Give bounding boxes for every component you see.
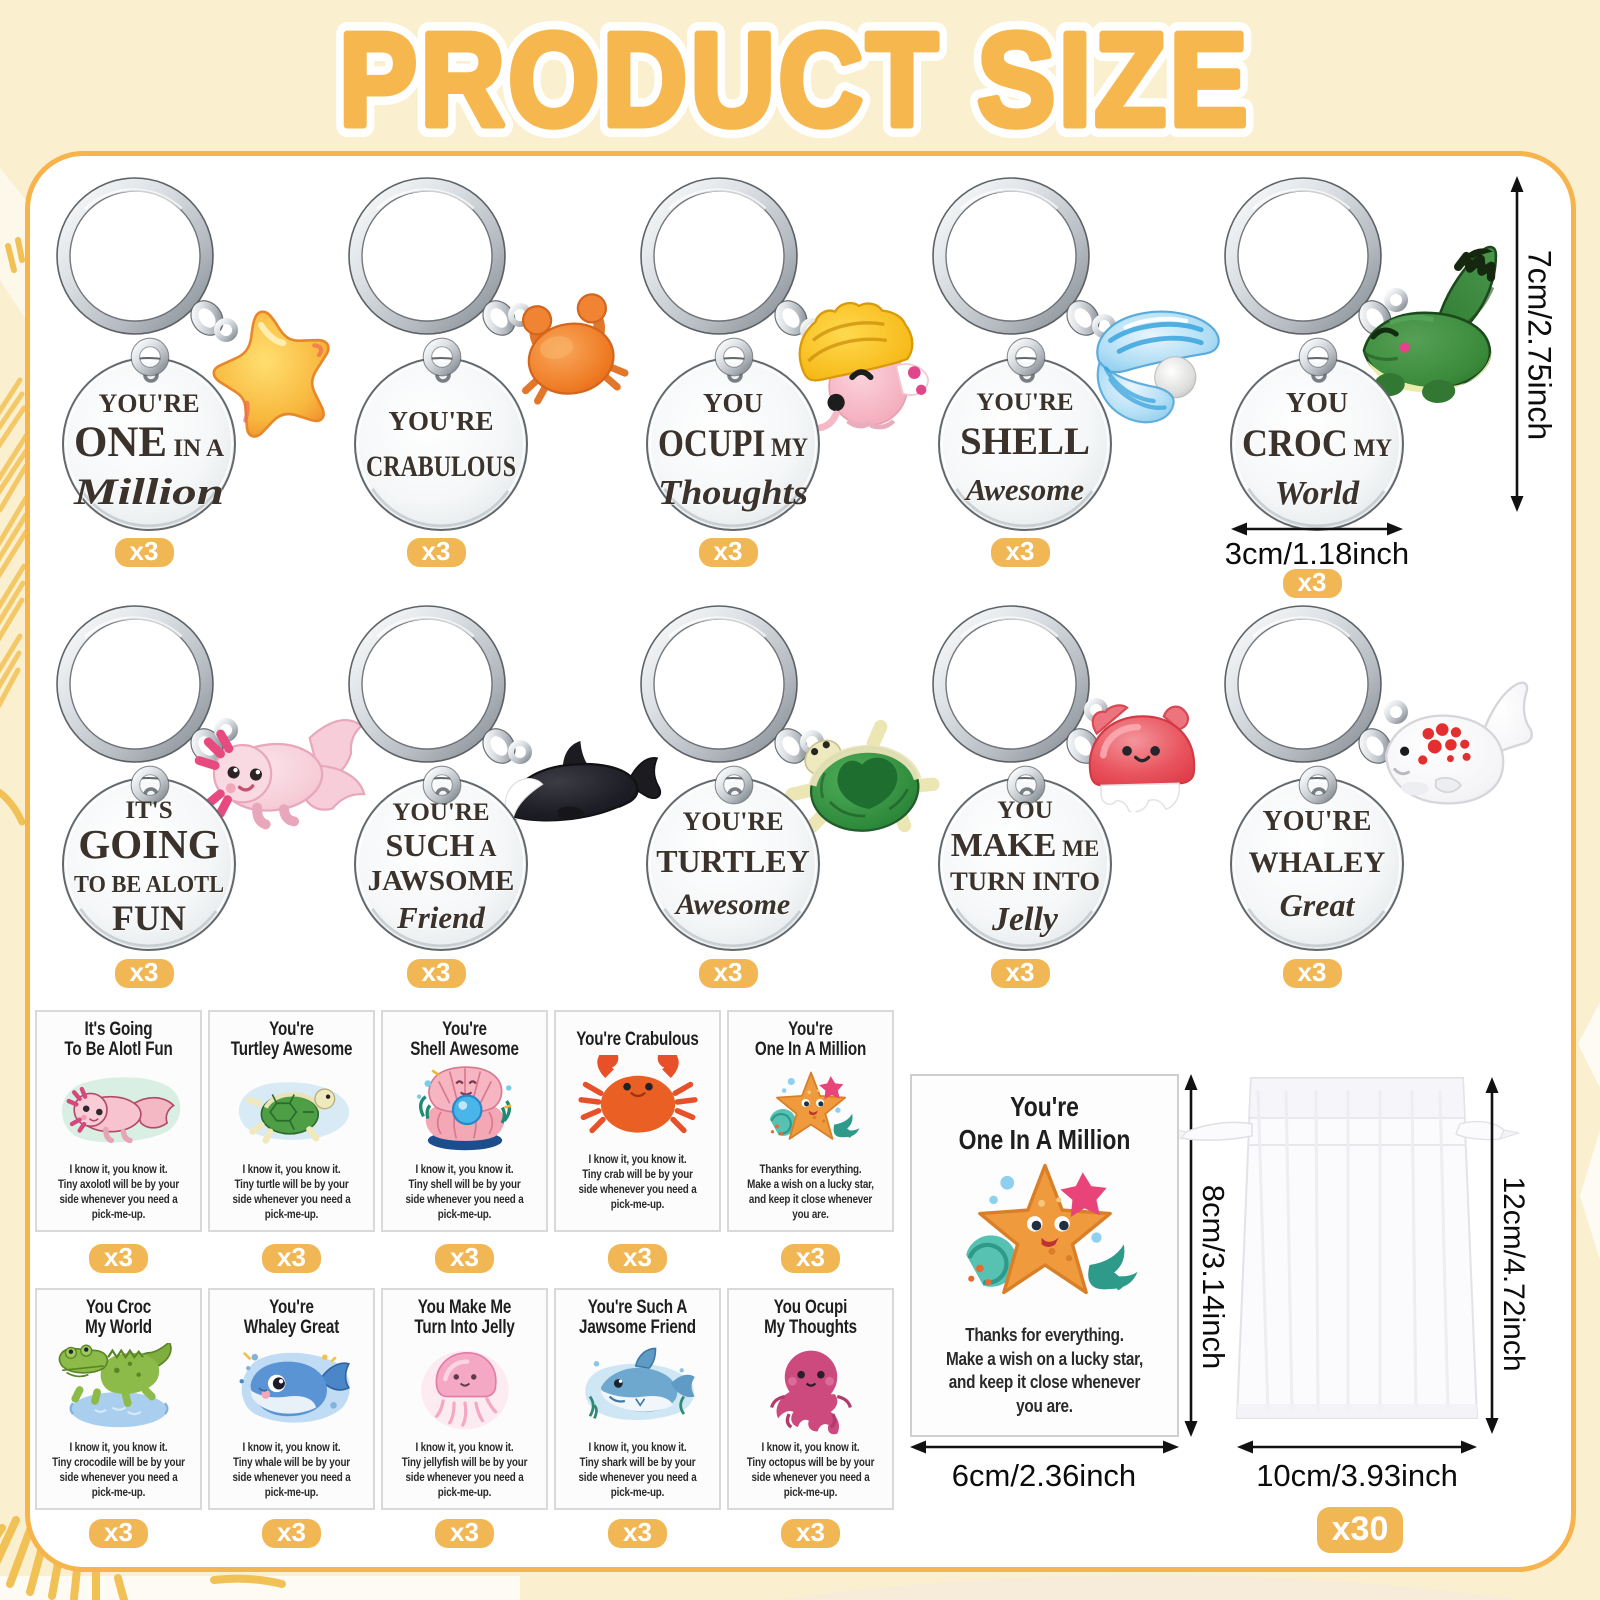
svg-text:Jelly: Jelly (991, 901, 1059, 938)
svg-text:Awesome: Awesome (674, 888, 790, 921)
svg-text:SUCH A: SUCH A (386, 827, 498, 863)
svg-text:YOU: YOU (998, 798, 1054, 825)
svg-text:GOING: GOING (78, 821, 219, 867)
svg-text:Friend: Friend (396, 900, 485, 935)
svg-text:Awesome: Awesome (675, 889, 791, 922)
svg-text:YOU'RE: YOU'RE (977, 390, 1074, 417)
svg-text:YOU'RE: YOU'RE (683, 808, 784, 837)
svg-text:Thoughts: Thoughts (658, 473, 808, 512)
svg-text:TURTLEY: TURTLEY (656, 843, 810, 879)
svg-text:IT'S: IT'S (125, 797, 172, 824)
svg-text:FUN: FUN (112, 898, 186, 938)
svg-text:TURN INTO: TURN INTO (951, 868, 1101, 897)
svg-text:WHALEY: WHALEY (1249, 846, 1386, 879)
svg-text:CROC MY: CROC MY (1243, 423, 1393, 466)
svg-text:Jelly: Jelly (992, 902, 1060, 939)
svg-text:YOU'RE: YOU'RE (1263, 806, 1372, 837)
svg-text:Awesome: Awesome (965, 473, 1085, 508)
svg-text:CRABULOUS: CRABULOUS (367, 451, 517, 484)
svg-text:YOU'RE: YOU'RE (389, 407, 494, 437)
svg-text:Great: Great (1280, 887, 1356, 923)
svg-text:YOU'RE: YOU'RE (392, 799, 489, 826)
svg-text:GOING: GOING (79, 822, 220, 868)
svg-text:YOU'RE: YOU'RE (393, 800, 490, 827)
svg-text:Million: Million (74, 473, 225, 514)
svg-text:PRODUCT SIZE: PRODUCT SIZE (339, 6, 1251, 153)
svg-text:YOU'RE: YOU'RE (388, 406, 493, 436)
svg-text:YOU'RE: YOU'RE (98, 389, 199, 418)
svg-text:YOU: YOU (997, 797, 1053, 824)
svg-text:YOU: YOU (704, 389, 764, 419)
svg-text:World: World (1275, 475, 1360, 512)
svg-text:ONE IN A: ONE IN A (74, 419, 224, 466)
svg-text:MAKE ME: MAKE ME (951, 827, 1100, 864)
svg-text:OCUPI MY: OCUPI MY (658, 422, 808, 465)
svg-text:YOU'RE: YOU'RE (99, 390, 200, 419)
svg-text:SHELL: SHELL (960, 420, 1090, 463)
svg-text:YOU'RE: YOU'RE (976, 389, 1073, 416)
svg-text:Million: Million (73, 472, 224, 513)
svg-text:World: World (1276, 476, 1361, 513)
svg-text:YOU: YOU (1286, 388, 1348, 419)
svg-text:MAKE ME: MAKE ME (952, 828, 1101, 865)
svg-text:JAWSOME: JAWSOME (368, 865, 515, 897)
svg-text:PRODUCT SIZE: PRODUCT SIZE (339, 6, 1251, 153)
svg-text:Thoughts: Thoughts (659, 474, 809, 513)
svg-text:SHELL: SHELL (961, 421, 1091, 464)
svg-text:SUCH A: SUCH A (387, 828, 499, 864)
svg-text:ONE IN A: ONE IN A (75, 420, 225, 467)
svg-text:YOU'RE: YOU'RE (1264, 807, 1373, 838)
svg-text:YOU: YOU (1287, 389, 1349, 420)
svg-text:WHALEY: WHALEY (1250, 847, 1387, 880)
svg-text:TO BE ALOTL: TO BE ALOTL (75, 873, 225, 899)
svg-text:TO BE ALOTL: TO BE ALOTL (74, 872, 224, 898)
svg-text:CROC MY: CROC MY (1242, 422, 1392, 465)
svg-text:YOU'RE: YOU'RE (682, 807, 783, 836)
svg-text:Great: Great (1281, 888, 1357, 924)
svg-text:YOU: YOU (703, 388, 763, 418)
svg-text:IT'S: IT'S (126, 798, 173, 825)
svg-text:FUN: FUN (113, 899, 187, 939)
svg-text:Friend: Friend (397, 901, 486, 936)
svg-text:CRABULOUS: CRABULOUS (366, 450, 516, 483)
svg-text:OCUPI MY: OCUPI MY (659, 423, 809, 466)
svg-text:JAWSOME: JAWSOME (369, 866, 516, 898)
svg-text:TURTLEY: TURTLEY (657, 844, 811, 880)
svg-text:Awesome: Awesome (964, 472, 1084, 507)
svg-text:TURN INTO: TURN INTO (950, 867, 1100, 896)
